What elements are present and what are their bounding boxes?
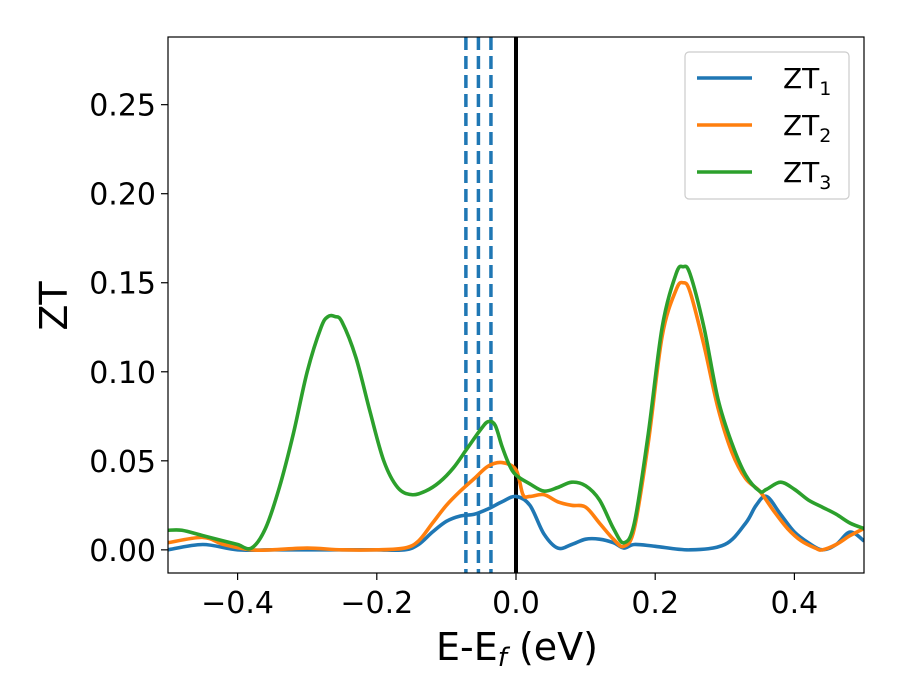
x-tick-label: −0.2 xyxy=(340,586,413,621)
series-line-zt2 xyxy=(168,280,864,553)
legend-label: ZT1 xyxy=(783,62,831,100)
x-tick-label: −0.4 xyxy=(201,586,274,621)
y-tick-label: 0.25 xyxy=(89,89,156,124)
legend-label: ZT2 xyxy=(783,109,831,147)
y-tick-label: 0.00 xyxy=(89,534,156,569)
legend-label: ZT3 xyxy=(783,156,831,194)
series-line-zt3 xyxy=(168,264,864,551)
legend-box xyxy=(684,51,850,200)
series-layer xyxy=(168,264,864,553)
y-tick-label: 0.20 xyxy=(89,178,156,213)
x-axis-label: E-Ef (eV) xyxy=(436,625,598,673)
x-tick-label: 0.0 xyxy=(492,586,540,621)
x-axis-label-main: E-E xyxy=(436,625,498,669)
y-tick-label: 0.10 xyxy=(89,356,156,391)
x-tick-label: 0.2 xyxy=(631,586,679,621)
y-tick-label: 0.15 xyxy=(89,267,156,302)
x-axis: −0.4 −0.2 0.0 0.2 0.4 xyxy=(201,573,818,621)
x-axis-label-suffix: (eV) xyxy=(507,625,598,669)
y-axis-label: ZT xyxy=(32,281,76,331)
y-axis: 0.00 0.05 0.10 0.15 0.20 0.25 xyxy=(89,89,168,569)
y-tick-label: 0.05 xyxy=(89,445,156,480)
x-tick-label: 0.4 xyxy=(771,586,819,621)
legend: ZT1 ZT2 ZT3 xyxy=(684,51,850,200)
